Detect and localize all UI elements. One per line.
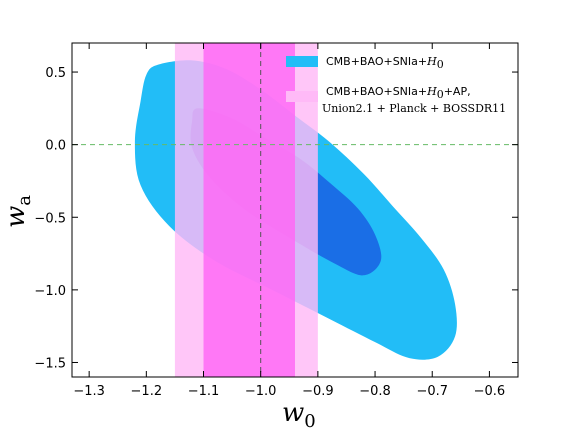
x-tick-label: −0.6 — [474, 384, 506, 399]
legend-label-pink-line2: Union2.1 + Planck + BOSSDR11 — [322, 102, 506, 115]
y-tick-label: −1.5 — [34, 356, 66, 371]
y-tick-label: −0.5 — [34, 211, 66, 226]
y-tick-label: 0.0 — [45, 139, 66, 154]
y-tick-label: 0.5 — [45, 66, 66, 81]
band-pink-inner — [203, 43, 295, 377]
tick-layer: −1.3 −1.2 −1.1 −1.0 −0.9 −0.8 −0.7 −0.6 0.5 0.0 −0… — [34, 43, 518, 399]
legend-label-pink: CMB+BAO+SNIa+H0+AP, — [326, 85, 471, 101]
y-axis-label: wa — [1, 195, 35, 228]
x-axis-label: w0 — [282, 398, 316, 432]
legend: CMB+BAO+SNIa+H0 CMB+BAO+SNIa+H0+AP, Unio… — [286, 55, 506, 115]
legend-swatch-cyan — [286, 56, 318, 67]
x-tick-label: −1.2 — [131, 384, 163, 399]
legend-swatch-pink — [286, 91, 318, 102]
x-tick-label: −0.7 — [416, 384, 448, 399]
x-tick-label: −0.9 — [302, 384, 334, 399]
plot-frame — [71, 42, 519, 378]
x-tick-label: −1.1 — [188, 384, 220, 399]
legend-label-cyan: CMB+BAO+SNIa+H0 — [326, 55, 444, 71]
x-tick-label: −1.0 — [245, 384, 277, 399]
y-tick-label: −1.0 — [34, 284, 66, 299]
x-tick-label: −0.8 — [359, 384, 391, 399]
x-tick-label: −1.3 — [73, 384, 105, 399]
reference-line-layer — [72, 43, 518, 377]
